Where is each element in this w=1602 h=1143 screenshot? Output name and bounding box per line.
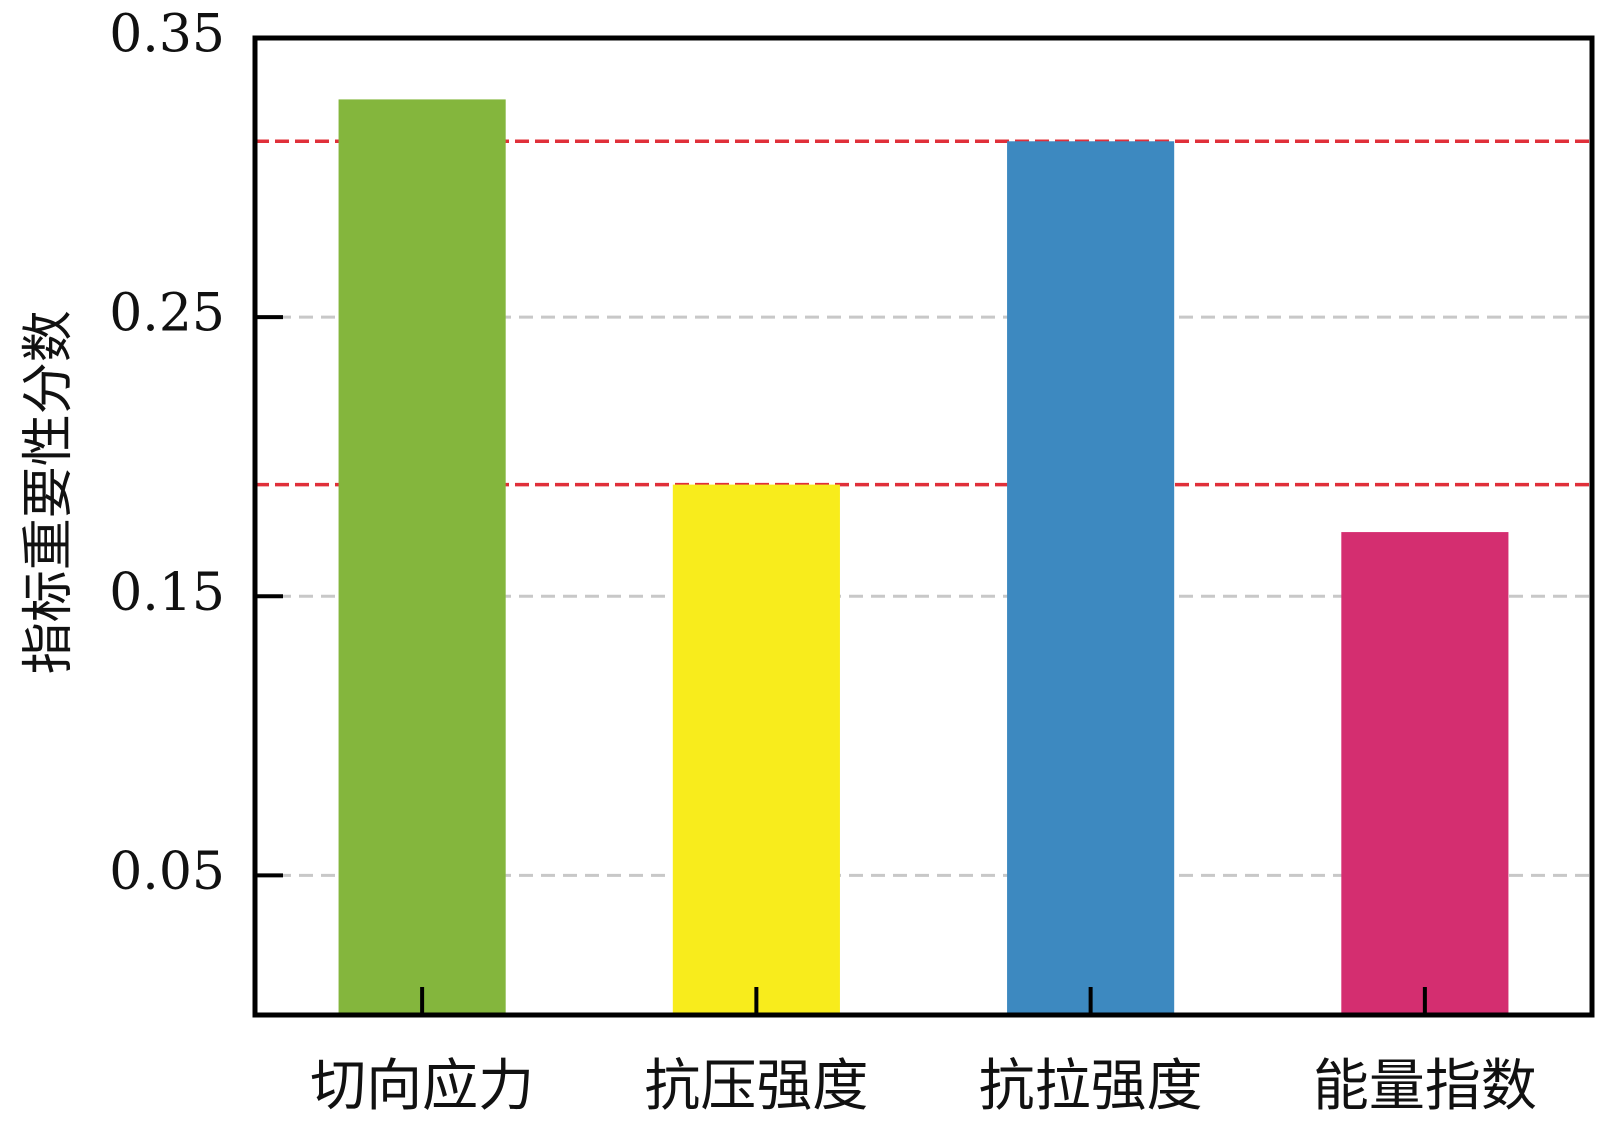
- bar-2: [672, 484, 840, 1016]
- y-tick-label: 0.05: [109, 842, 225, 902]
- bars: [338, 99, 1509, 1016]
- bar-3: [1007, 141, 1175, 1016]
- y-axis-title: 指标重要性分数: [19, 310, 79, 674]
- x-category-label: 能量指数: [1313, 1054, 1537, 1119]
- x-category-label: 抗压强度: [644, 1054, 868, 1119]
- axis-ticks: [255, 36, 1427, 1015]
- y-tick-label: 0.15: [109, 563, 225, 623]
- bar-1: [338, 99, 506, 1015]
- x-category-label: 抗拉强度: [979, 1054, 1203, 1119]
- bar-4: [1341, 532, 1509, 1015]
- plot-frame: [252, 35, 1595, 1018]
- y-tick-label: 0.35: [109, 5, 225, 65]
- tick-labels: 0.05 0.15 0.25 0.35 切向应力 抗压强度 抗拉强度 能量指数: [109, 5, 1537, 1120]
- x-category-label: 切向应力: [310, 1054, 534, 1119]
- y-tick-label: 0.25: [109, 284, 225, 344]
